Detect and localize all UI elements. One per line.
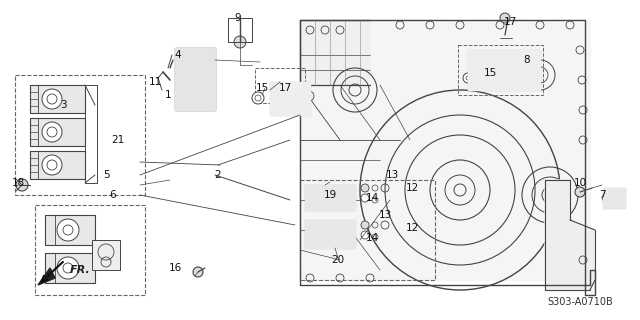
Circle shape xyxy=(335,229,345,239)
Text: 14: 14 xyxy=(365,193,379,203)
Bar xyxy=(30,118,85,146)
Circle shape xyxy=(201,74,209,82)
Circle shape xyxy=(201,53,209,61)
Circle shape xyxy=(361,221,369,229)
Bar xyxy=(255,68,305,103)
Circle shape xyxy=(16,179,28,191)
Circle shape xyxy=(361,231,369,239)
Text: 16: 16 xyxy=(168,263,182,273)
Bar xyxy=(30,85,85,113)
Bar xyxy=(30,85,38,113)
Bar xyxy=(15,75,145,195)
Circle shape xyxy=(178,94,186,102)
Text: 19: 19 xyxy=(323,190,337,200)
Circle shape xyxy=(42,155,62,175)
Bar xyxy=(35,205,145,295)
Bar xyxy=(305,220,355,248)
Circle shape xyxy=(361,194,369,202)
Circle shape xyxy=(325,229,335,239)
Circle shape xyxy=(178,53,186,61)
Text: 15: 15 xyxy=(255,83,269,93)
Text: 4: 4 xyxy=(175,50,181,60)
Text: 8: 8 xyxy=(524,55,531,65)
Bar xyxy=(45,215,95,245)
Text: S303-A0710B: S303-A0710B xyxy=(547,297,613,307)
Bar xyxy=(45,253,95,283)
Circle shape xyxy=(287,88,303,104)
Circle shape xyxy=(486,59,504,77)
Polygon shape xyxy=(305,220,355,248)
Circle shape xyxy=(463,73,473,83)
Bar xyxy=(300,180,435,280)
Circle shape xyxy=(308,190,322,204)
Bar xyxy=(30,151,38,179)
Polygon shape xyxy=(270,82,310,115)
Bar xyxy=(305,185,355,210)
Circle shape xyxy=(252,92,264,104)
Circle shape xyxy=(234,36,246,48)
Text: 13: 13 xyxy=(378,210,392,220)
Bar xyxy=(45,215,55,245)
Bar xyxy=(228,18,252,42)
Bar xyxy=(603,188,625,208)
Text: 5: 5 xyxy=(104,170,110,180)
Text: 20: 20 xyxy=(332,255,344,265)
Circle shape xyxy=(473,61,487,75)
Bar xyxy=(30,151,85,179)
Polygon shape xyxy=(300,20,370,85)
Text: 17: 17 xyxy=(504,17,516,27)
Circle shape xyxy=(193,267,203,277)
Circle shape xyxy=(500,13,510,23)
Circle shape xyxy=(361,184,369,192)
Bar xyxy=(92,240,120,270)
Circle shape xyxy=(57,257,79,279)
Text: 6: 6 xyxy=(109,190,116,200)
Text: 15: 15 xyxy=(483,68,497,78)
Polygon shape xyxy=(468,50,540,90)
Text: 7: 7 xyxy=(598,190,605,200)
Circle shape xyxy=(42,122,62,142)
Circle shape xyxy=(201,94,209,102)
Circle shape xyxy=(57,219,79,241)
Text: 9: 9 xyxy=(235,13,241,23)
Text: 18: 18 xyxy=(12,178,24,188)
Text: 14: 14 xyxy=(365,233,379,243)
Circle shape xyxy=(335,192,345,202)
Bar xyxy=(45,253,55,283)
Text: 10: 10 xyxy=(573,178,587,188)
Polygon shape xyxy=(175,48,215,110)
Bar xyxy=(468,50,540,90)
Circle shape xyxy=(308,227,322,241)
Text: 21: 21 xyxy=(111,135,125,145)
Text: 13: 13 xyxy=(385,170,399,180)
Polygon shape xyxy=(300,20,595,295)
Polygon shape xyxy=(603,188,625,208)
Polygon shape xyxy=(305,185,355,210)
Text: 11: 11 xyxy=(148,77,162,87)
Circle shape xyxy=(178,74,186,82)
Polygon shape xyxy=(38,268,55,285)
Circle shape xyxy=(273,91,283,101)
Polygon shape xyxy=(545,180,595,290)
Text: 17: 17 xyxy=(278,83,292,93)
Bar xyxy=(30,118,38,146)
Text: 1: 1 xyxy=(164,90,172,100)
Circle shape xyxy=(609,192,621,204)
Bar xyxy=(175,48,215,110)
Circle shape xyxy=(514,62,526,74)
Text: 3: 3 xyxy=(60,100,67,110)
Text: 2: 2 xyxy=(214,170,221,180)
Bar xyxy=(270,82,310,115)
Text: FR.: FR. xyxy=(70,265,90,275)
Bar xyxy=(85,85,97,183)
Circle shape xyxy=(42,89,62,109)
Circle shape xyxy=(325,192,335,202)
Text: 12: 12 xyxy=(405,183,419,193)
Bar xyxy=(458,45,543,95)
Circle shape xyxy=(575,187,585,197)
Text: 12: 12 xyxy=(405,223,419,233)
